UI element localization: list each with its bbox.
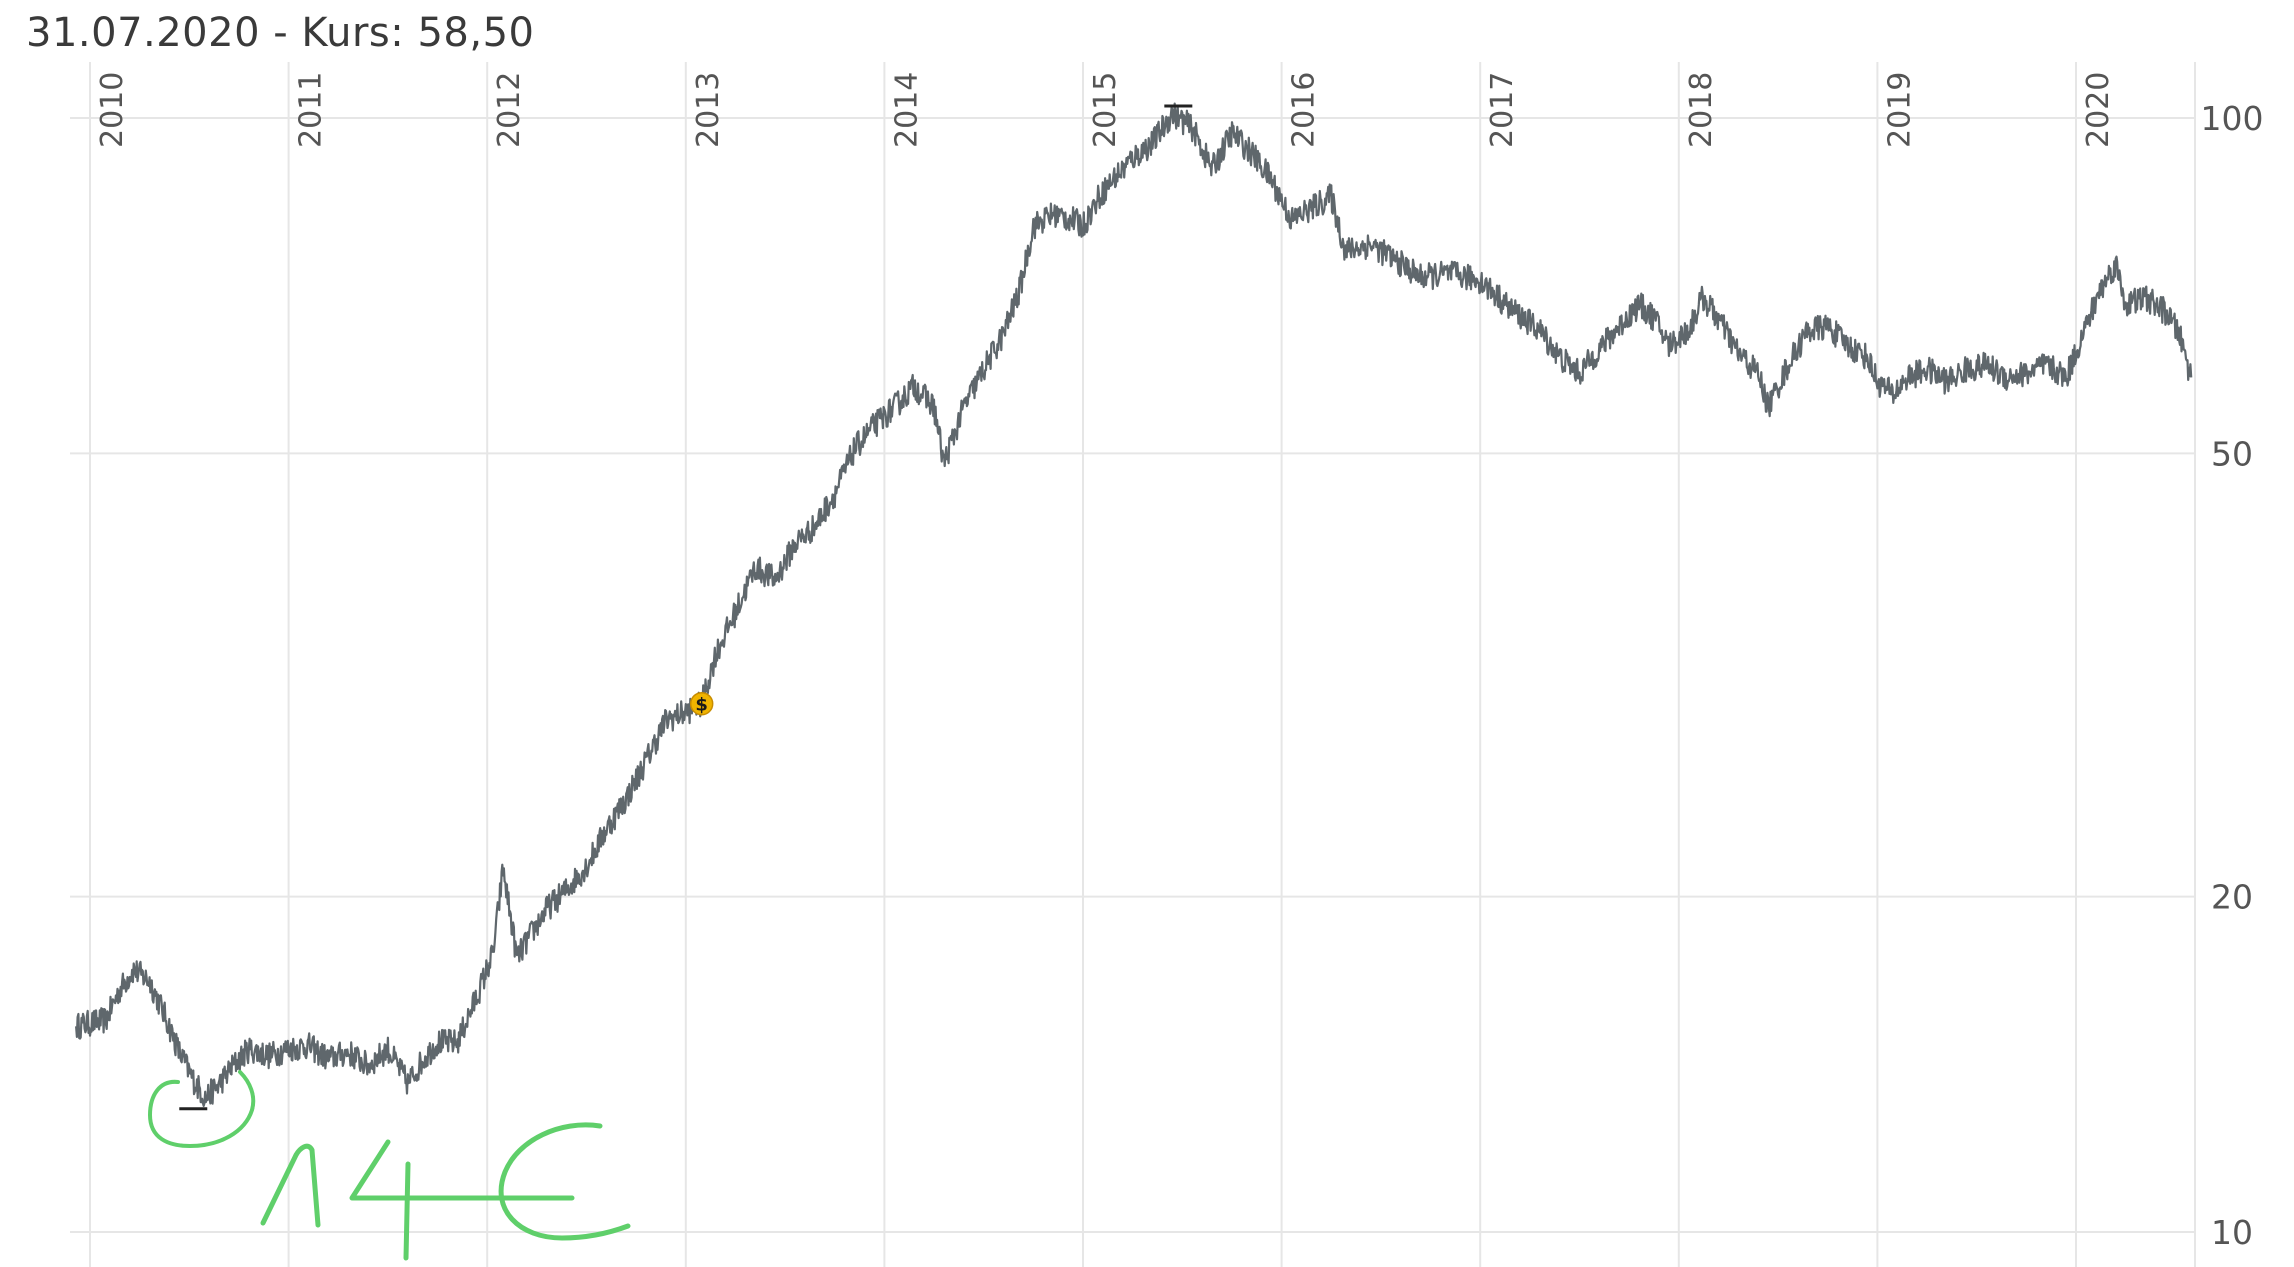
y-tick-label: 20 [2211, 878, 2253, 917]
dividend-marker-symbol: $ [695, 695, 708, 716]
x-tick-label: 2018 [1684, 72, 1719, 148]
x-axis: 2010 2011 2012 2013 2014 2015 2016 2017 2018 2019… [95, 72, 2116, 148]
x-tick-label: 2020 [2081, 72, 2116, 148]
handwritten-euro-sign [459, 1122, 631, 1241]
series-layer [75, 102, 2193, 1107]
markers-layer: $ [179, 104, 1193, 1111]
grid [70, 62, 2196, 1267]
price-line [75, 102, 2193, 1107]
handwritten-digit-4 [349, 1139, 465, 1261]
chart-header: 31.07.2020 - Kurs: 58,50 [26, 10, 534, 56]
x-tick-label: 2017 [1485, 72, 1520, 148]
x-tick-label: 2010 [95, 72, 130, 148]
x-tick-label: 2016 [1287, 72, 1322, 148]
y-axis: 10 20 50 100 [2201, 99, 2264, 1252]
y-tick-label: 100 [2201, 99, 2264, 138]
header-kurs: - Kurs: 58,50 [260, 10, 535, 56]
x-tick-label: 2014 [889, 72, 924, 148]
header-date: 31.07.2020 [26, 10, 261, 56]
x-tick-label: 2011 [294, 72, 329, 148]
handwritten-digit-1 [260, 1143, 321, 1228]
handwritten-note-14-euro [147, 1070, 631, 1261]
x-tick-label: 2019 [1882, 72, 1917, 148]
x-tick-label: 2013 [691, 72, 726, 148]
y-tick-label: 10 [2211, 1213, 2253, 1252]
handwritten-circle [147, 1070, 256, 1149]
dividend-marker-icon [689, 691, 714, 716]
x-tick-label: 2012 [492, 72, 527, 148]
x-tick-label: 2015 [1088, 72, 1123, 148]
y-tick-label: 50 [2211, 434, 2253, 473]
